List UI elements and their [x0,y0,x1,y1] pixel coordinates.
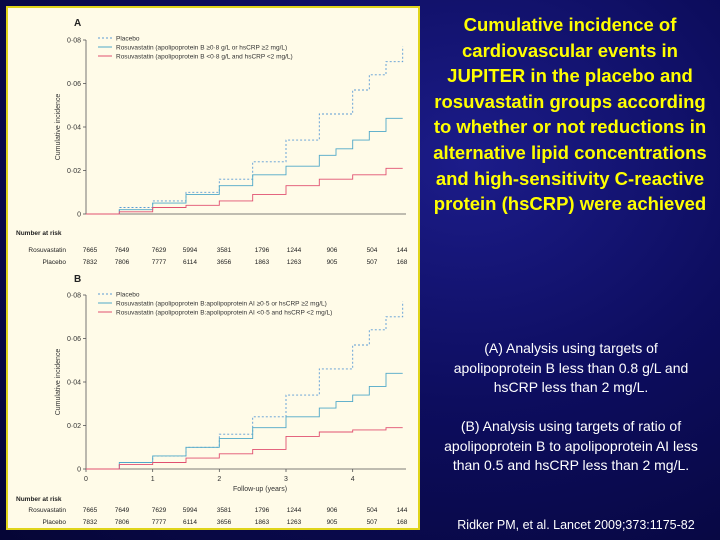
panel-b-y-tick-label: 0·02 [67,423,81,430]
panel-b-series-2-line [86,372,403,470]
panel-b-y-tick-label: 0·08 [67,293,81,300]
note-panel-a: (A) Analysis using targets of apolipopro… [453,340,689,395]
panel-a-y-tick-label: 0·02 [67,168,81,175]
panel-b-risk-value: 168 [397,519,408,526]
kaplan-meier-figure: A 0 0·02 0·04 0·06 0·08 Cumulative incidence Pl… [16,18,408,526]
panel-a-risk-value: 7832 [83,259,98,266]
panel-b-risk-value: 7777 [152,519,167,526]
panel-a-risk-value: 7649 [115,247,130,254]
panel-a-label: A [74,18,81,29]
panel-b-legend-label-2: Rosuvastatin (apolipoprotein B:apolipopr… [116,301,327,308]
panel-a-risk-row-label: Rosuvastatin [28,247,66,254]
panel-a-series-3-line [86,167,403,215]
panel-a-series-1-line [86,46,404,215]
panel-b-risk-value: 7665 [83,507,98,514]
panel-a-risk-value: 1796 [255,247,270,254]
panel-a-risk-value: 1263 [287,259,302,266]
panel-b-risk-value: 3656 [217,519,232,526]
panel-a-risk-value: 7665 [83,247,98,254]
panel-b-y-tick-label: 0·06 [67,336,81,343]
panel-b-risk-value: 905 [327,519,338,526]
panel-b-risk-value: 1263 [287,519,302,526]
panel-b-y-axis-label: Cumulative incidence [55,349,62,416]
panel-a-risk-value: 507 [367,259,378,266]
panel-a-risk-value: 1244 [287,247,302,254]
panel-b-risk-value: 5994 [183,507,198,514]
panel-a-risk-value: 7806 [115,259,130,266]
panel-b-legend-label-1: Placebo [116,292,140,299]
panel-b-risk-value: 3581 [217,507,232,514]
panel-b-x-tick-label: 3 [284,476,288,483]
slide-title: Cumulative incidence of cardiovascular e… [433,14,707,215]
note-panel-b: (B) Analysis using targets of ratio of a… [444,418,698,473]
panel-a-legend-label-3: Rosuvastatin (apolipoprotein B <0·8 g/L … [116,54,293,61]
panel-a-y-tick-label: 0·08 [67,38,81,45]
panel-b-x-tick-label: 2 [217,476,221,483]
panel-a-risk-heading: Number at risk [16,230,62,237]
panel-b-risk-value: 7649 [115,507,130,514]
panel-a-risk-value: 3581 [217,247,232,254]
panel-b-risk-row-label: Rosuvastatin [28,507,66,514]
panel-b-risk-value: 7806 [115,519,130,526]
panel-b-x-tick-label: 4 [351,476,355,483]
panel-a-legend-label-2: Rosuvastatin (apolipoprotein B ≥0·8 g/L … [116,45,287,52]
panel-b-risk-value: 6114 [183,519,197,526]
panel-b-risk-value: 1244 [287,507,302,514]
panel-a-risk-value: 5994 [183,247,198,254]
panel-b-risk-heading: Number at risk [16,496,62,503]
panel-a-y-tick-label: 0·06 [67,81,81,88]
panel-a-risk-value: 905 [327,259,338,266]
panel-b-risk-value: 906 [327,507,338,514]
panel-b-risk-value: 144 [397,507,408,514]
panel-a-risk-value: 7629 [152,247,167,254]
panel-a-risk-value: 504 [367,247,378,254]
panel-a-y-tick-label: 0 [77,212,81,219]
panel-b-risk-value: 1796 [255,507,270,514]
panel-b-legend-label-3: Rosuvastatin (apolipoprotein B:apolipopr… [116,310,332,317]
figure-panel: A 0 0·02 0·04 0·06 0·08 Cumulative incidence Pl… [6,6,420,530]
panel-a-risk-value: 3656 [217,259,232,266]
panel-b-risk-value: 504 [367,507,378,514]
panel-b-series-3-line [86,427,403,470]
panel-a-risk-value: 906 [327,247,338,254]
panel-a-risk-value: 7777 [152,259,167,266]
panel-a-risk-value: 6114 [183,259,197,266]
panel-b-risk-value: 1863 [255,519,270,526]
panel-a-risk-value: 1863 [255,259,270,266]
panel-b-x-tick-label: 0 [84,476,88,483]
panel-a-legend-label-1: Placebo [116,36,140,43]
panel-a-risk-value: 168 [397,259,408,266]
panel-a-y-axis-label: Cumulative incidence [55,94,62,161]
panel-b-risk-value: 507 [367,519,378,526]
panel-b-x-axis-label: Follow-up (years) [233,486,287,493]
panel-b-risk-value: 7629 [152,507,167,514]
panel-a-risk-row-label: Placebo [43,259,67,266]
panel-a-y-tick-label: 0·04 [67,125,81,132]
panel-b-y-tick-label: 0·04 [67,380,81,387]
panel-b-risk-value: 7832 [83,519,98,526]
panel-b-x-tick-label: 1 [151,476,155,483]
citation: Ridker PM, et al. Lancet 2009;373:1175-8… [457,518,695,532]
panel-b-series-1-line [86,301,404,470]
panel-b-risk-row-label: Placebo [43,519,67,526]
panel-a-risk-value: 144 [397,247,408,254]
panel-b-y-tick-label: 0 [77,467,81,474]
panel-a-series-2-line [86,117,403,215]
panel-b-label: B [74,274,81,285]
